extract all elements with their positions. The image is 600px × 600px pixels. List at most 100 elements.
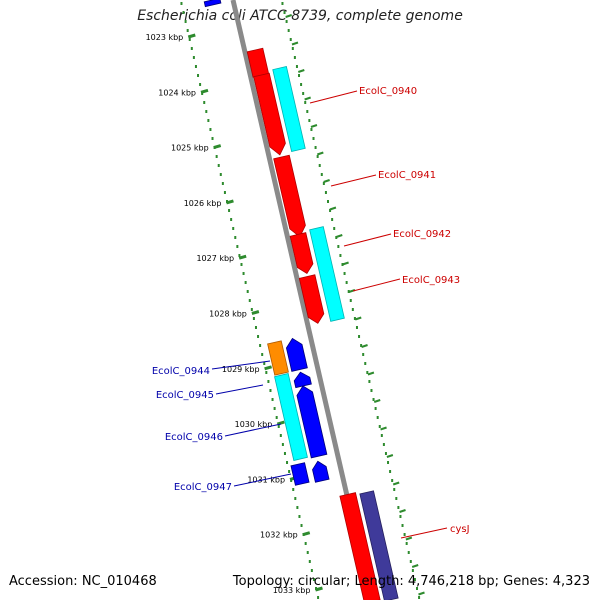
outer-dot (393, 488, 396, 491)
ruler-dot (300, 524, 303, 527)
label-leader-line (215, 384, 264, 395)
ruler-dot (240, 263, 243, 266)
outer-dot (293, 56, 296, 59)
ruler-dot (263, 362, 266, 365)
outer-tick (380, 426, 387, 431)
ruler-dot (279, 434, 282, 437)
ruler-tick-label: 1030 kbp (235, 420, 273, 429)
ruler-tick-label: 1023 kbp (146, 33, 184, 42)
gene-label-ecolc-0946[interactable]: EcolC_0946 (165, 432, 223, 443)
ruler-dot (246, 290, 249, 293)
outer-tick (373, 399, 381, 403)
ruler-dot (244, 281, 247, 284)
forward-cds-arrow[interactable] (253, 72, 288, 157)
outer-tick (310, 124, 318, 128)
label-leader-line (352, 278, 401, 292)
ruler-dot (194, 65, 197, 68)
ruler-dot (269, 389, 272, 392)
outer-tick (411, 564, 419, 568)
ruler-dot (294, 497, 297, 500)
outer-dot (329, 209, 332, 212)
ruler-dot (197, 74, 200, 77)
ruler-tick-label: 1025 kbp (171, 144, 209, 153)
label-leader-line (330, 174, 377, 187)
ruler-dot (271, 398, 274, 401)
forward-cds[interactable] (339, 492, 381, 600)
outer-dot (409, 560, 412, 563)
forward-cds-arrow[interactable] (289, 232, 315, 276)
gene-label-ecolc-0944[interactable]: EcolC_0944 (152, 366, 210, 377)
outer-dot (387, 461, 390, 464)
reverse-cds-arrow[interactable] (295, 384, 328, 459)
outer-dot (358, 335, 361, 338)
feature-track (203, 0, 399, 600)
gene-label-ecolc-0947[interactable]: EcolC_0947 (174, 482, 232, 493)
label-leader-line (343, 233, 392, 247)
outer-dot (374, 407, 377, 410)
outer-dot (364, 362, 367, 365)
gene-label-ecolc-0941[interactable]: EcolC_0941 (378, 170, 436, 181)
ruler-major-tick (264, 365, 273, 371)
reverse-cds-arrow[interactable] (293, 370, 312, 389)
outer-dot (337, 245, 340, 248)
ruler-dot (254, 326, 257, 329)
outer-dot (320, 173, 323, 176)
outer-dot (366, 371, 369, 374)
ruler-major-tick (251, 310, 260, 315)
reverse-cds-top[interactable] (203, 0, 222, 8)
reverse-cds-arrow[interactable] (311, 460, 330, 483)
outer-dot (306, 110, 309, 113)
outer-dot (308, 119, 311, 122)
gene-label-ecolc-0940[interactable]: EcolC_0940 (359, 86, 417, 97)
outer-tick (335, 234, 343, 238)
ruler-tick-label: 1031 kbp (247, 475, 285, 484)
ruler-dot (312, 578, 315, 581)
label-leader-line (211, 360, 271, 370)
outer-dot (353, 317, 356, 320)
ruler-dot (308, 560, 311, 563)
outer-dot (380, 434, 383, 437)
ruler-dot (250, 308, 253, 311)
ruler-dot (277, 425, 280, 428)
outer-dot (416, 587, 419, 590)
ruler-major-tick (213, 144, 222, 150)
outer-dot (395, 497, 398, 500)
gene-label-ecolc-0942[interactable]: EcolC_0942 (393, 229, 451, 240)
outer-dot (302, 92, 305, 95)
ruler-dot (306, 551, 309, 554)
outer-dot (411, 569, 414, 572)
reverse-cds[interactable] (290, 462, 310, 486)
ruler-dot (275, 416, 278, 419)
gene-label-ecolc-0943[interactable]: EcolC_0943 (402, 275, 460, 286)
ruler-dot (228, 209, 231, 212)
gene-labels: EcolC_0940 EcolC_0941 EcolC_0942 EcolC_0… (152, 86, 470, 539)
forward-feature[interactable] (309, 226, 345, 322)
forward-cds-arrow[interactable] (273, 154, 308, 239)
outer-dot (310, 128, 313, 131)
ruler-dot (186, 29, 189, 32)
outer-dot (316, 155, 319, 158)
ruler-dot (265, 371, 268, 374)
ruler-dot (219, 173, 222, 176)
ruler-dot (209, 128, 212, 131)
ruler-dot (203, 101, 206, 104)
outer-dot (287, 29, 290, 32)
outer-dot (399, 515, 402, 518)
reverse-cds-arrow[interactable] (285, 337, 308, 372)
ruler-major-tick (238, 254, 247, 260)
orange-feature[interactable] (267, 340, 289, 376)
forward-cds-arrow[interactable] (298, 274, 325, 325)
outer-dot (355, 326, 358, 329)
outer-tick (399, 509, 406, 513)
forward-feature[interactable] (272, 66, 306, 152)
outer-tick (316, 151, 324, 156)
ruler-dot (296, 506, 299, 509)
label-leader-line (233, 473, 292, 487)
reverse-feature[interactable] (274, 373, 308, 461)
ruler-dot (217, 164, 220, 167)
outer-tick (323, 179, 330, 183)
outer-dot (283, 11, 286, 14)
gene-label-cysj[interactable]: cysJ (450, 524, 470, 535)
ruler-major-tick (315, 586, 323, 592)
gene-label-ecolc-0945[interactable]: EcolC_0945 (156, 390, 214, 401)
